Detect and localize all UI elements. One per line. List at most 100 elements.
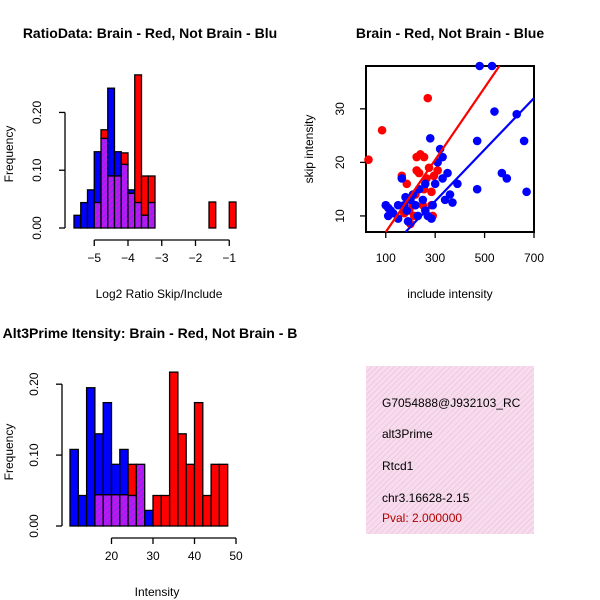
histogram-bar xyxy=(107,87,116,177)
x-tick-label: −4 xyxy=(121,251,135,265)
not-brain-point xyxy=(475,61,484,71)
not-brain-point xyxy=(490,107,499,116)
chart-title: Alt3Prime Itensity: Brain - Red, Not Bra… xyxy=(3,325,298,341)
x-tick-label: 30 xyxy=(146,549,160,563)
histogram-bar xyxy=(85,387,96,527)
y-axis-label: Frequency xyxy=(2,424,16,481)
histogram-bar xyxy=(140,175,149,216)
not-brain-point xyxy=(403,216,413,226)
histogram-bar xyxy=(120,152,129,166)
not-brain-point xyxy=(445,190,455,199)
not-brain-point xyxy=(418,195,428,205)
gene-name-text: Rtcd1 xyxy=(382,459,414,473)
intensity-histogram-panel: Alt3Prime Itensity: Brain - Red, Not Bra… xyxy=(2,325,297,599)
x-tick-label: −5 xyxy=(87,251,101,265)
y-axis-label: skip intensity xyxy=(302,115,316,184)
event-type-text: alt3Prime xyxy=(382,427,433,441)
y-tick-label: 0.00 xyxy=(30,216,44,240)
brain-point xyxy=(377,125,387,135)
histogram-overlap-bar xyxy=(93,201,102,229)
chart-title: Brain - Red, Not Brain - Blue xyxy=(356,25,544,41)
y-tick-label: 20 xyxy=(333,155,347,169)
not-brain-point xyxy=(425,133,435,143)
location-text: chr3.16628-2.15 xyxy=(382,491,470,505)
histogram-overlap-bar xyxy=(110,494,121,527)
x-axis-label: include intensity xyxy=(407,287,492,301)
histogram-bar xyxy=(94,433,104,496)
x-tick-label: −3 xyxy=(155,251,169,265)
not-brain-point xyxy=(487,61,497,71)
histogram-bar xyxy=(168,371,179,527)
histogram-overlap-bar xyxy=(100,137,109,229)
not-brain-point xyxy=(397,174,407,183)
histogram-overlap-bar xyxy=(102,494,113,527)
histogram-bar xyxy=(134,74,143,204)
histogram-bar xyxy=(93,151,102,204)
not-brain-point xyxy=(402,206,412,215)
pval-text: Pval: 2.000000 xyxy=(382,511,463,525)
histogram-overlap-bar xyxy=(147,201,156,229)
histogram-bar xyxy=(185,463,196,527)
histogram-bar xyxy=(152,494,162,527)
y-tick-label: 30 xyxy=(333,102,347,116)
brain-point xyxy=(414,168,424,178)
y-axis-label: Frequency xyxy=(2,126,16,183)
histogram-overlap-bar xyxy=(127,494,138,527)
not-brain-point xyxy=(420,179,430,189)
x-tick-label: 100 xyxy=(376,251,396,265)
histogram-bar xyxy=(218,463,229,527)
histogram-bar xyxy=(77,494,88,527)
brain-point xyxy=(427,187,436,197)
x-tick-label: 300 xyxy=(425,251,445,265)
y-tick-label: 0.10 xyxy=(30,158,44,182)
histogram-overlap-bar xyxy=(94,494,104,527)
histogram-bar xyxy=(80,201,89,229)
y-tick-label: 0.10 xyxy=(27,443,41,467)
y-tick-label: 0.00 xyxy=(27,514,41,538)
histogram-bar xyxy=(147,175,156,204)
not-brain-fit-line xyxy=(404,97,535,233)
not-brain-point xyxy=(438,152,447,162)
event-id-text: G7054888@J932103_RC xyxy=(382,396,521,410)
not-brain-point xyxy=(502,174,512,183)
brain-fit-line xyxy=(384,65,501,233)
histogram-bar xyxy=(202,494,212,527)
not-brain-point xyxy=(519,136,529,146)
not-brain-point xyxy=(448,198,457,207)
histogram-overlap-bar xyxy=(135,463,146,527)
histogram-bar xyxy=(102,401,113,496)
x-tick-label: 500 xyxy=(475,251,495,265)
histogram-overlap-bar xyxy=(134,201,143,229)
brain-point xyxy=(423,93,433,103)
histogram-bar xyxy=(208,201,217,229)
histogram-overlap-bar xyxy=(119,494,129,527)
plot-frame xyxy=(365,65,535,233)
histogram-bar xyxy=(113,151,122,177)
histogram-bar xyxy=(110,463,121,496)
x-tick-label: 40 xyxy=(188,549,202,563)
brain-point xyxy=(433,166,442,175)
histogram-bar xyxy=(73,214,82,229)
histogram-bar xyxy=(160,494,171,527)
histogram-bar xyxy=(228,201,237,229)
histogram-bar xyxy=(100,129,109,140)
histogram-bar xyxy=(127,463,138,497)
x-tick-label: 50 xyxy=(229,549,243,563)
ratio-histogram-panel: RatioData: Brain - Red, Not Brain - Blu −… xyxy=(2,25,277,301)
y-tick-label: 0.20 xyxy=(27,372,41,396)
x-axis-label: Log2 Ratio Skip/Include xyxy=(96,287,223,301)
brain-point xyxy=(419,152,429,162)
chart-title: RatioData: Brain - Red, Not Brain - Blu xyxy=(23,25,277,41)
not-brain-point xyxy=(522,187,531,197)
histogram-overlap-bar xyxy=(140,214,149,229)
x-tick-label: −1 xyxy=(222,251,236,265)
not-brain-point xyxy=(430,179,440,189)
histogram-bar xyxy=(177,433,187,527)
not-brain-point xyxy=(411,200,420,210)
histogram-overlap-bar xyxy=(113,175,122,229)
histogram-bar xyxy=(119,448,129,496)
intensity-scatter-panel: Brain - Red, Not Brain - Blue 100 300 500 70… xyxy=(302,25,544,301)
not-brain-point xyxy=(472,136,482,146)
histogram-bar xyxy=(86,189,95,229)
